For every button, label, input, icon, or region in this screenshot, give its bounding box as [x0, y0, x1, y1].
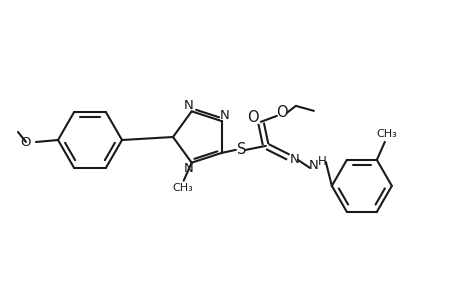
Text: H: H [317, 155, 325, 168]
Text: O: O [246, 110, 258, 125]
Text: CH₃: CH₃ [172, 183, 193, 193]
Text: O: O [21, 136, 31, 148]
Text: N: N [184, 162, 193, 175]
Text: CH₃: CH₃ [375, 129, 397, 139]
Text: N: N [219, 109, 229, 122]
Text: N: N [289, 153, 299, 167]
Text: O: O [275, 105, 287, 120]
Text: N: N [308, 159, 318, 172]
Text: N: N [184, 99, 193, 112]
Text: S: S [237, 142, 246, 158]
